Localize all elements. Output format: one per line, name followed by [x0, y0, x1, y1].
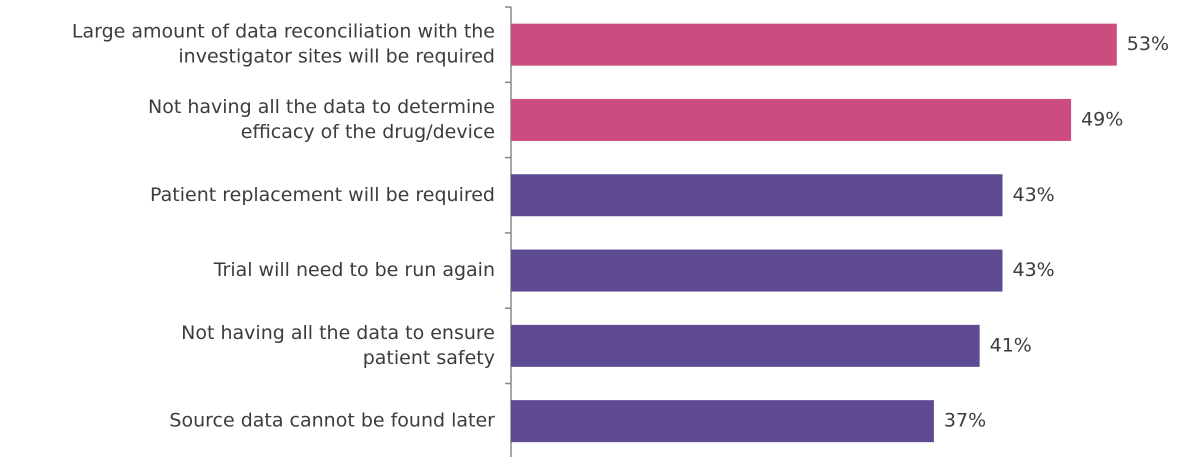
category-label: investigator sites will be required	[178, 46, 495, 68]
category-label: patient safety	[363, 347, 495, 369]
value-label: 41%	[990, 334, 1032, 356]
category-label: Patient replacement will be required	[150, 184, 495, 206]
bar	[511, 324, 980, 367]
category-label: efficacy of the drug/device	[241, 121, 495, 143]
bar	[511, 249, 1003, 292]
category-label: Not having all the data to ensure	[181, 322, 495, 344]
value-label: 53%	[1127, 33, 1169, 55]
bar	[511, 400, 934, 443]
value-label: 43%	[1012, 259, 1054, 281]
bar	[511, 174, 1003, 217]
bar	[511, 98, 1072, 141]
value-label: 43%	[1012, 184, 1054, 206]
category-label: Trial will need to be run again	[213, 259, 495, 281]
category-label: Source data cannot be found later	[169, 410, 495, 432]
category-label: Not having all the data to determine	[148, 96, 495, 118]
category-label: Large amount of data reconciliation with…	[72, 21, 495, 43]
bar	[511, 23, 1117, 66]
value-label: 37%	[944, 410, 986, 432]
value-label: 49%	[1081, 108, 1123, 130]
